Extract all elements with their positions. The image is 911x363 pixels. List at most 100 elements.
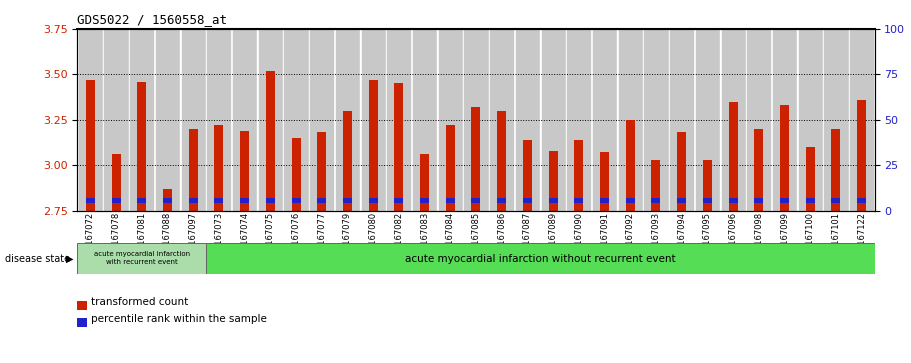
Bar	[360, 29, 386, 211]
Bar	[619, 29, 642, 211]
Bar	[824, 29, 847, 211]
Bar	[284, 29, 308, 211]
Bar	[489, 29, 515, 211]
Bar	[128, 29, 155, 211]
Bar	[850, 29, 874, 211]
Bar	[523, 140, 532, 211]
Bar	[669, 29, 694, 211]
Bar	[369, 80, 378, 211]
Bar	[696, 29, 719, 211]
Bar	[155, 29, 180, 211]
Bar	[643, 29, 669, 211]
Bar	[805, 147, 814, 211]
Bar	[722, 29, 744, 211]
Bar	[548, 198, 558, 203]
Bar	[181, 29, 205, 211]
Bar	[832, 198, 841, 203]
Bar	[163, 198, 172, 203]
Bar	[86, 198, 95, 203]
Bar	[387, 29, 411, 211]
Bar	[266, 198, 275, 203]
Bar	[754, 129, 763, 211]
Bar	[797, 29, 824, 211]
Bar	[86, 80, 95, 211]
Bar	[138, 198, 147, 203]
Bar	[566, 29, 592, 211]
Bar	[490, 29, 513, 211]
Text: transformed count: transformed count	[91, 297, 189, 307]
Bar	[334, 29, 360, 211]
Bar	[515, 29, 540, 211]
Bar	[360, 29, 386, 211]
Bar	[548, 151, 558, 211]
Bar	[241, 198, 249, 203]
Bar	[849, 29, 875, 211]
Bar	[394, 83, 404, 211]
Bar	[77, 243, 206, 274]
Bar	[472, 107, 480, 211]
Bar	[231, 29, 258, 211]
Bar	[420, 198, 429, 203]
Bar	[189, 129, 198, 211]
Bar	[592, 29, 618, 211]
Bar	[258, 29, 283, 211]
Bar	[574, 140, 583, 211]
Bar	[343, 111, 352, 211]
Bar	[445, 198, 455, 203]
Bar	[618, 29, 643, 211]
Bar	[703, 198, 711, 203]
Bar	[857, 198, 866, 203]
Bar	[259, 29, 281, 211]
Bar	[163, 189, 172, 211]
Bar	[523, 198, 532, 203]
Bar	[309, 29, 334, 211]
Text: ▶: ▶	[66, 254, 73, 264]
Bar	[805, 198, 814, 203]
Bar	[130, 29, 153, 211]
Bar	[677, 198, 686, 203]
Bar	[746, 29, 772, 211]
Bar	[180, 29, 206, 211]
Bar	[208, 29, 230, 211]
Bar	[258, 29, 283, 211]
Text: GDS5022 / 1560558_at: GDS5022 / 1560558_at	[77, 13, 228, 26]
Bar	[241, 131, 249, 211]
Bar	[310, 29, 333, 211]
Text: disease state: disease state	[5, 254, 69, 264]
Bar	[103, 29, 128, 211]
Bar	[362, 29, 384, 211]
Bar	[600, 152, 609, 211]
Bar	[721, 29, 746, 211]
Bar	[317, 132, 326, 211]
Bar	[670, 29, 693, 211]
Bar	[78, 29, 102, 211]
Bar	[138, 82, 147, 211]
Bar	[677, 132, 686, 211]
Bar	[334, 29, 360, 211]
Bar	[643, 29, 669, 211]
Bar	[772, 29, 797, 211]
Bar	[746, 29, 772, 211]
Bar	[412, 29, 437, 211]
Bar	[386, 29, 412, 211]
Bar	[515, 29, 540, 211]
Bar	[156, 29, 179, 211]
Bar	[832, 129, 841, 211]
Bar	[497, 198, 507, 203]
Bar	[651, 198, 660, 203]
Bar	[566, 29, 592, 211]
Bar	[568, 29, 590, 211]
Bar	[669, 29, 694, 211]
Bar	[618, 29, 643, 211]
Bar	[540, 29, 566, 211]
Bar	[703, 160, 711, 211]
Bar	[266, 71, 275, 211]
Bar	[292, 198, 301, 203]
Bar	[111, 154, 120, 211]
Bar	[463, 29, 489, 211]
Bar	[516, 29, 539, 211]
Bar	[386, 29, 412, 211]
Bar	[77, 29, 103, 211]
Bar	[309, 29, 334, 211]
Bar	[465, 29, 487, 211]
